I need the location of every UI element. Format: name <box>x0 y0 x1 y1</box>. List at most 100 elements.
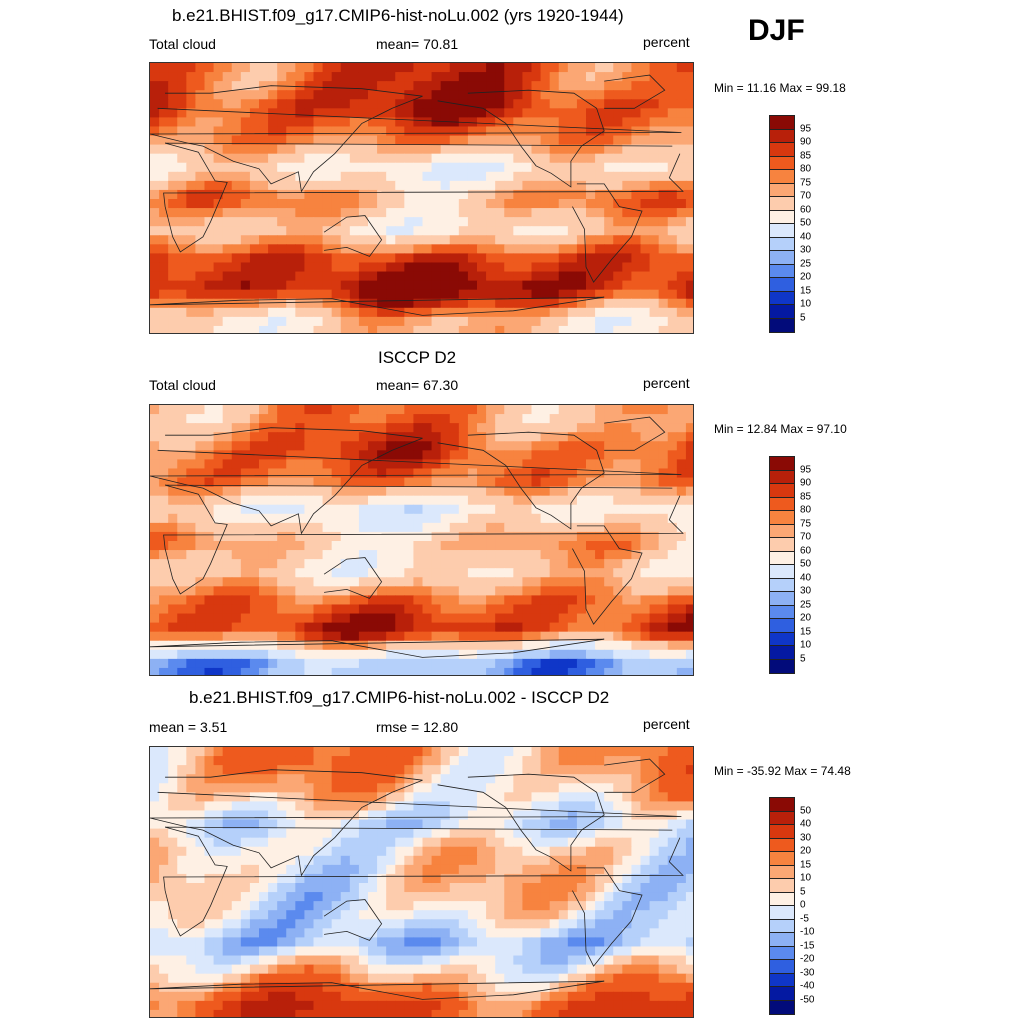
field-cell <box>322 325 333 333</box>
field-cell <box>295 631 306 642</box>
field-cell <box>658 144 669 155</box>
field-cell <box>331 189 342 200</box>
field-cell <box>331 873 342 884</box>
field-cell <box>349 531 360 542</box>
field-cell <box>358 792 369 802</box>
field-cell <box>277 756 287 766</box>
field-cell <box>413 586 424 596</box>
field-cell <box>495 217 505 227</box>
field-cell <box>504 658 514 669</box>
field-cell <box>204 631 215 642</box>
field-cell <box>249 910 260 920</box>
field-cell <box>667 783 678 793</box>
field-cell <box>395 531 405 542</box>
field-cell <box>604 99 614 109</box>
field-cell <box>631 783 642 793</box>
field-cell <box>667 883 678 893</box>
field-cell <box>322 414 333 424</box>
field-cell <box>631 253 642 264</box>
field-cell <box>150 649 160 660</box>
field-cell <box>586 756 596 766</box>
field-cell <box>431 765 442 775</box>
field-cell <box>295 262 306 273</box>
field-cell <box>558 108 569 118</box>
field-cell <box>322 801 333 812</box>
field-cell <box>231 235 242 245</box>
field-cell <box>449 855 460 866</box>
field-cell <box>340 819 351 830</box>
field-cell <box>268 937 278 948</box>
field-cell <box>486 901 496 911</box>
field-cell <box>449 325 460 333</box>
field-cell <box>622 577 633 587</box>
field-cell <box>604 783 614 793</box>
field-cell <box>168 180 178 191</box>
field-cell <box>313 541 324 551</box>
field-cell <box>386 522 396 533</box>
field-cell <box>449 928 460 938</box>
field-cell <box>467 783 478 793</box>
field-cell <box>322 180 333 191</box>
field-cell <box>168 783 178 793</box>
field-cell <box>522 226 533 236</box>
field-cell <box>613 307 623 318</box>
field-cell <box>286 559 296 569</box>
field-cell <box>531 253 542 264</box>
field-cell <box>486 63 496 73</box>
field-cell <box>613 468 623 479</box>
field-cell <box>495 180 505 191</box>
field-cell <box>531 640 542 651</box>
field-cell <box>622 919 633 929</box>
field-cell <box>349 153 360 164</box>
field-cell <box>676 226 687 236</box>
field-cell <box>513 504 524 515</box>
field-cell <box>186 937 197 948</box>
field-cell <box>613 531 623 542</box>
field-cell <box>159 864 169 875</box>
field-cell <box>368 162 378 173</box>
field-cell <box>204 135 215 146</box>
field-cell <box>213 450 224 460</box>
field-cell <box>540 289 551 300</box>
field-cell <box>549 298 560 309</box>
field-cell <box>513 910 524 920</box>
field-cell <box>595 747 605 757</box>
field-cell <box>268 559 278 569</box>
field-cell <box>676 162 687 173</box>
field-cell <box>368 756 378 766</box>
field-cell <box>195 658 206 669</box>
field-cell <box>549 414 560 424</box>
field-cell <box>277 171 287 182</box>
field-cell <box>685 72 693 82</box>
field-cell <box>277 810 287 821</box>
field-cell <box>377 307 387 318</box>
field-cell <box>413 522 424 533</box>
field-cell <box>177 423 187 433</box>
field-cell <box>413 459 424 470</box>
field-cell <box>177 910 187 920</box>
field-cell <box>558 604 569 615</box>
field-cell <box>231 792 242 802</box>
field-cell <box>222 271 233 282</box>
field-cell <box>168 622 178 633</box>
field-cell <box>195 513 206 524</box>
field-cell <box>486 522 496 533</box>
field-cell <box>168 819 178 830</box>
field-cell <box>431 658 442 669</box>
field-cell <box>204 765 215 775</box>
field-cell <box>259 756 269 766</box>
field-cell <box>231 883 242 893</box>
field-cell <box>495 189 505 200</box>
field-cell <box>413 649 424 660</box>
field-cell <box>458 937 469 948</box>
field-cell <box>576 217 587 227</box>
field-cell <box>458 810 469 821</box>
field-cell <box>640 153 651 164</box>
field-cell <box>440 541 451 551</box>
field-cell <box>495 253 505 264</box>
field-cell <box>477 522 487 533</box>
field-cell <box>231 226 242 236</box>
field-cell <box>377 405 387 415</box>
field-cell <box>377 280 387 291</box>
field-cell <box>304 298 315 309</box>
